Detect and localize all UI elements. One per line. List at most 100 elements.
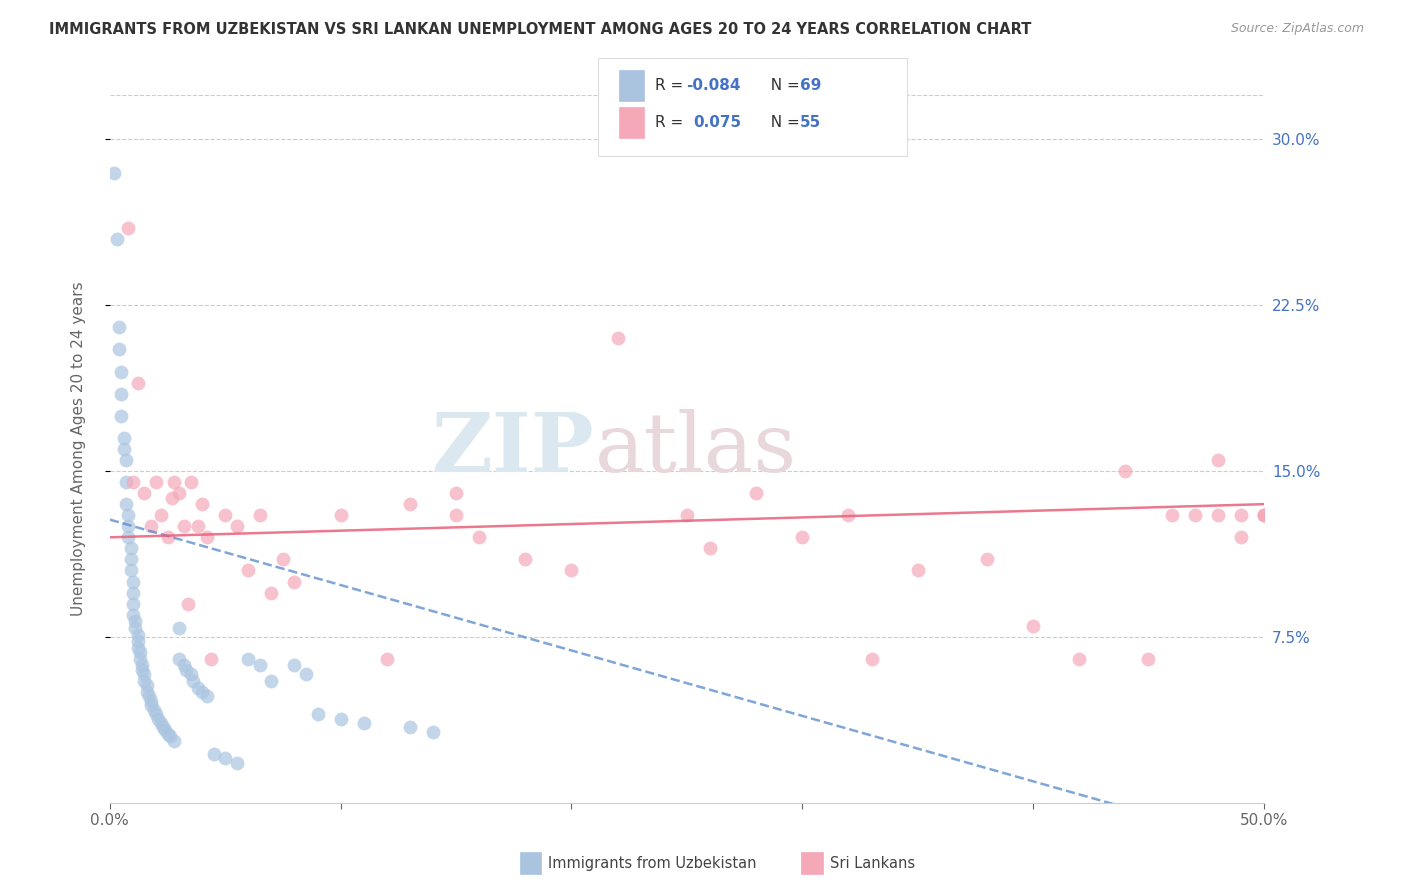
Point [173, 658, 195, 673]
Point [122, 475, 145, 489]
Point [152, 720, 174, 734]
Point [1114, 464, 1136, 478]
Point [271, 552, 294, 566]
Point [1253, 508, 1275, 523]
Point [117, 508, 139, 523]
Point [225, 756, 247, 770]
Point [225, 519, 247, 533]
Point [117, 519, 139, 533]
Point [135, 678, 157, 692]
Point [187, 681, 209, 695]
Point [127, 634, 149, 648]
Point [117, 530, 139, 544]
Point [142, 703, 165, 717]
Point [127, 376, 149, 390]
Point [1022, 618, 1045, 632]
Point [174, 663, 197, 677]
Point [128, 652, 150, 666]
Text: 55: 55 [800, 115, 821, 130]
Point [108, 343, 131, 357]
Point [283, 658, 305, 673]
Text: R =: R = [655, 78, 689, 93]
Point [699, 541, 721, 556]
Point [117, 220, 139, 235]
Point [200, 652, 222, 666]
Point [110, 365, 132, 379]
Point [375, 652, 398, 666]
Point [195, 690, 218, 704]
Point [122, 585, 145, 599]
Point [1253, 508, 1275, 523]
Point [676, 508, 699, 523]
Text: N =: N = [761, 115, 804, 130]
Point [128, 645, 150, 659]
Point [307, 707, 329, 722]
Point [238, 564, 260, 578]
Y-axis label: Unemployment Among Ages 20 to 24 years: Unemployment Among Ages 20 to 24 years [72, 282, 86, 616]
Point [837, 508, 859, 523]
Point [907, 564, 929, 578]
Point [156, 530, 179, 544]
Point [163, 733, 186, 747]
Point [141, 519, 163, 533]
Point [1160, 508, 1182, 523]
Text: N =: N = [761, 78, 804, 93]
Point [163, 475, 186, 489]
Point [515, 552, 537, 566]
Point [110, 409, 132, 423]
Text: 0.075: 0.075 [693, 115, 741, 130]
Point [127, 640, 149, 655]
Point [115, 453, 138, 467]
Text: ZIP: ZIP [432, 409, 595, 489]
Point [141, 698, 163, 713]
Text: Sri Lankans: Sri Lankans [830, 856, 915, 871]
Point [187, 519, 209, 533]
Point [135, 685, 157, 699]
Point [249, 508, 271, 523]
Point [976, 552, 998, 566]
Point [122, 574, 145, 589]
Point [148, 712, 170, 726]
Point [115, 497, 138, 511]
Point [167, 621, 190, 635]
Point [560, 564, 582, 578]
Point [134, 667, 156, 681]
Point [180, 667, 202, 681]
Point [156, 727, 179, 741]
Point [249, 658, 271, 673]
Point [120, 564, 142, 578]
Point [112, 442, 135, 456]
Point [103, 166, 125, 180]
Text: 69: 69 [800, 78, 821, 93]
Point [1229, 508, 1251, 523]
Point [1069, 652, 1091, 666]
Text: Immigrants from Uzbekistan: Immigrants from Uzbekistan [548, 856, 756, 871]
Point [444, 508, 467, 523]
Point [180, 475, 202, 489]
Point [124, 621, 146, 635]
Point [792, 530, 814, 544]
Point [283, 574, 305, 589]
Point [329, 712, 352, 726]
Point [115, 475, 138, 489]
Point [167, 486, 190, 500]
Point [1137, 652, 1160, 666]
Point [468, 530, 491, 544]
Point [1184, 508, 1206, 523]
Point [149, 715, 172, 730]
Point [353, 715, 375, 730]
Point [120, 552, 142, 566]
Point [1229, 530, 1251, 544]
Point [1206, 508, 1229, 523]
Point [191, 685, 214, 699]
Point [191, 497, 214, 511]
Point [110, 386, 132, 401]
Point [422, 724, 444, 739]
Text: Source: ZipAtlas.com: Source: ZipAtlas.com [1230, 22, 1364, 36]
Point [145, 707, 167, 722]
Point [1206, 453, 1229, 467]
Point [105, 232, 128, 246]
Point [1253, 508, 1275, 523]
Point [860, 652, 883, 666]
Point [134, 673, 156, 688]
